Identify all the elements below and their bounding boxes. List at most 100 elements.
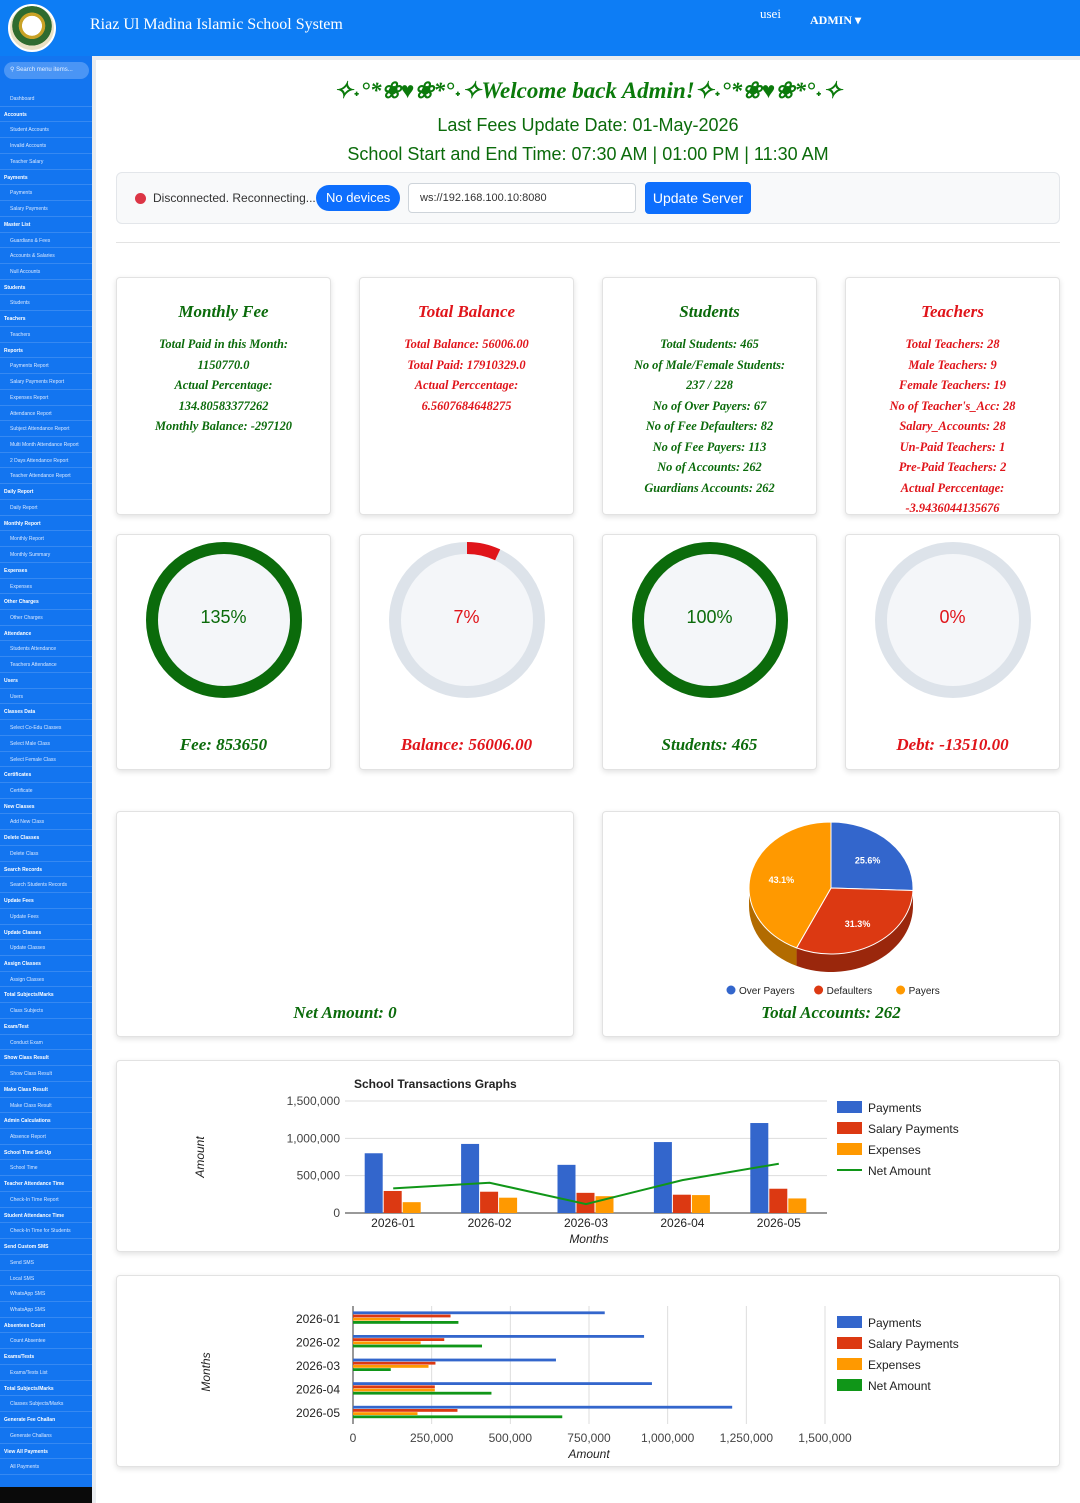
user-avatar-image[interactable]: usei <box>760 6 781 21</box>
sidebar-item[interactable]: Monthly Report <box>0 532 92 548</box>
sidebar-section-heading: Exams/Tests <box>0 1350 92 1365</box>
server-url-input[interactable]: ws://192.168.100.10:8080 <box>408 183 636 213</box>
horizontal-bar <box>353 1341 421 1345</box>
sidebar-section-heading: Total Subjects/Marks <box>0 1382 92 1397</box>
sidebar-item[interactable]: Certificate <box>0 784 92 799</box>
sidebar-item[interactable]: Show Class Result <box>0 1067 92 1082</box>
sidebar-item[interactable]: Conduct Exam <box>0 1036 92 1051</box>
sidebar-item[interactable]: Users <box>0 690 92 705</box>
sidebar-item[interactable]: Generate Challans <box>0 1429 92 1444</box>
horizontal-bar <box>353 1317 401 1321</box>
sidebar-item[interactable]: Class Subjects <box>0 1004 92 1019</box>
sidebar-item[interactable]: Subject Attendance Report <box>0 422 92 437</box>
legend-label: Expenses <box>868 1358 921 1372</box>
sidebar-item[interactable]: Search Students Records <box>0 878 92 894</box>
sidebar-item[interactable]: School Time <box>0 1161 92 1177</box>
card-line: Un-Paid Teachers: 1 <box>899 439 1006 454</box>
sidebar-item[interactable]: Payments Report <box>0 359 92 375</box>
card-line: Actual Percentage: <box>174 378 273 392</box>
sidebar-item[interactable]: Invalid Accounts <box>0 139 92 154</box>
brand-title[interactable]: Riaz Ul Madina Islamic School System <box>90 16 343 33</box>
gauge-arc <box>632 542 788 698</box>
sidebar-item[interactable]: 2 Days Attendance Report <box>0 454 92 469</box>
x-tick-label: 1,000,000 <box>641 1431 695 1445</box>
sidebar-item[interactable]: Salary Payments <box>0 202 92 217</box>
horizontal-bar <box>353 1311 605 1315</box>
y-tick-label: 2026-05 <box>296 1406 340 1420</box>
card-body: Total Students: 465 No of Male/Female St… <box>611 334 808 498</box>
sidebar-item[interactable]: Teachers <box>0 328 92 343</box>
sidebar-item[interactable]: Guardians & Fees <box>0 234 92 249</box>
sidebar-item[interactable]: Accounts & Salaries <box>0 249 92 264</box>
sidebar-item[interactable]: Update Fees <box>0 910 92 925</box>
sidebar-item[interactable]: Select Male Class <box>0 737 92 752</box>
sidebar-item[interactable]: Update Classes <box>0 941 92 956</box>
sidebar-item[interactable]: Send SMS <box>0 1256 92 1271</box>
sidebar-item[interactable]: Other Charges <box>0 611 92 626</box>
sidebar-item[interactable]: Monthly Summary <box>0 548 92 563</box>
sidebar-item[interactable]: Multi Month Attendance Report <box>0 438 92 453</box>
devices-badge[interactable]: No devices <box>316 185 401 211</box>
sidebar-item[interactable]: Exams/Tests List <box>0 1366 92 1381</box>
column-bar <box>769 1188 788 1213</box>
sidebar-search-input[interactable]: ⚲ Search menu items... <box>4 62 89 79</box>
sidebar-item[interactable]: Dashboard <box>0 92 92 107</box>
sidebar-item[interactable]: Teacher Salary <box>0 155 92 170</box>
sidebar-item[interactable]: Expenses Report <box>0 391 92 406</box>
y-tick-label: 2026-04 <box>296 1383 340 1397</box>
sidebar-item[interactable]: WhatsApp SMS <box>0 1287 92 1302</box>
sidebar-item[interactable]: Attendance Report <box>0 407 92 422</box>
sidebar-section-heading: Assign Classes <box>0 957 92 972</box>
sidebar-item[interactable]: Absence Report <box>0 1130 92 1145</box>
sidebar-item[interactable]: Teachers Attendance <box>0 658 92 673</box>
horizontal-bar <box>353 1335 645 1338</box>
sidebar-item[interactable]: Check-In Time Report <box>0 1193 92 1208</box>
legend-marker <box>837 1337 862 1349</box>
pie-slice-label: 43.1% <box>769 875 795 885</box>
sidebar-item[interactable]: Select Co-Edu Classes <box>0 721 92 736</box>
sidebar-item[interactable]: Assign Classes <box>0 973 92 988</box>
sidebar-item[interactable]: All Payments <box>0 1460 92 1475</box>
horizontal-bar <box>353 1385 435 1389</box>
sidebar-item[interactable]: Salary Payments Report <box>0 375 92 390</box>
sidebar-section-heading: Update Classes <box>0 926 92 941</box>
card-line: Salary_Accounts: 28 <box>899 419 1006 433</box>
sidebar-section-heading: Generate Fee Challan <box>0 1413 92 1428</box>
sidebar-item[interactable]: Make Class Result <box>0 1099 92 1114</box>
sidebar-item[interactable]: Expenses <box>0 580 92 595</box>
total-accounts-label: Total Accounts: 262 <box>761 1003 901 1022</box>
sidebar-item[interactable]: WhatsApp SMS <box>0 1303 92 1318</box>
pie-slice-side <box>749 888 797 966</box>
sidebar-item[interactable]: Payments <box>0 186 92 202</box>
card-line: Guardians Accounts: 262 <box>644 480 775 495</box>
connection-panel: Disconnected. Reconnecting... No devices… <box>116 172 1060 224</box>
school-logo[interactable] <box>8 4 56 52</box>
transactions-column-chart: School Transactions Graphs 0 500,000 1,000,… <box>193 1077 959 1246</box>
sidebar-item[interactable]: Check-In Time for Students <box>0 1224 92 1240</box>
teachers-card: Teachers Total Teachers: 28 Male Teacher… <box>845 277 1060 515</box>
update-server-button[interactable]: Update Server <box>645 182 751 214</box>
horizontal-bar <box>353 1415 563 1419</box>
sidebar-item[interactable]: Add New Class <box>0 815 92 831</box>
column-bar <box>383 1190 402 1213</box>
sidebar-item[interactable]: Select Female Class <box>0 753 92 768</box>
top-navbar: Riaz Ul Madina Islamic School System use… <box>0 0 1080 56</box>
sidebar-item[interactable]: Null Accounts <box>0 265 92 280</box>
sidebar-item[interactable]: Count Absentee <box>0 1334 92 1350</box>
column-bar <box>461 1143 480 1213</box>
gauge-footer: Students: 465 <box>661 735 758 754</box>
horizontal-bar <box>353 1365 429 1368</box>
sidebar-item[interactable]: Local SMS <box>0 1272 92 1287</box>
fee-gauge-card: 135% Fee: 853650 <box>116 534 331 770</box>
sidebar-section-heading: Students <box>0 281 92 296</box>
sidebar-item[interactable]: Students Attendance <box>0 642 92 658</box>
accounts-pie-chart: 25.6% 31.3% 43.1% Over Payers Defaulters Paye… <box>726 821 940 997</box>
sidebar-section-heading: Show Class Result <box>0 1051 92 1067</box>
sidebar-item[interactable]: Classes Subjects/Marks <box>0 1397 92 1413</box>
admin-dropdown[interactable]: ADMIN ▾ <box>810 13 862 27</box>
sidebar-item[interactable]: Delete Class <box>0 847 92 862</box>
sidebar-item[interactable]: Daily Report <box>0 501 92 516</box>
sidebar-item[interactable]: Students <box>0 296 92 312</box>
sidebar-item[interactable]: Teacher Attendance Report <box>0 469 92 485</box>
sidebar-item[interactable]: Student Accounts <box>0 123 92 139</box>
